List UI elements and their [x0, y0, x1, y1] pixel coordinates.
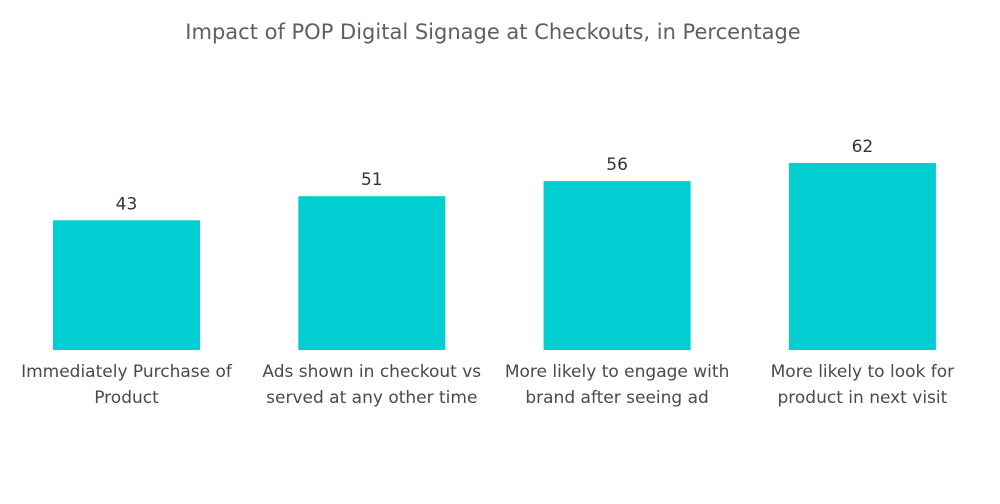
category-label-1-line-2: Product: [94, 388, 159, 408]
value-label-3: 56: [606, 155, 628, 175]
category-label-3-line-2: brand after seeing ad: [525, 388, 708, 408]
bar-1: [53, 220, 200, 350]
category-label-4-line-1: More likely to look for: [771, 362, 955, 382]
bars-layer: 43 Immediately Purchase of Product 51 Ads sh…: [21, 137, 954, 408]
category-label-4-line-2: product in next visit: [778, 388, 948, 408]
value-label-1: 43: [116, 194, 138, 214]
chart-title: Impact of POP Digital Signage at Checkou…: [185, 20, 800, 44]
value-label-2: 51: [361, 170, 383, 190]
category-label-1-line-1: Immediately Purchase of: [21, 362, 233, 382]
bar-4: [788, 163, 936, 350]
category-label-2-line-2: served at any other time: [266, 388, 477, 408]
bar-3: [543, 181, 691, 350]
value-label-4: 62: [852, 137, 874, 157]
bar-2: [298, 196, 446, 350]
category-label-2-line-1: Ads shown in checkout vs: [262, 362, 481, 382]
category-label-3-line-1: More likely to engage with: [505, 362, 730, 382]
